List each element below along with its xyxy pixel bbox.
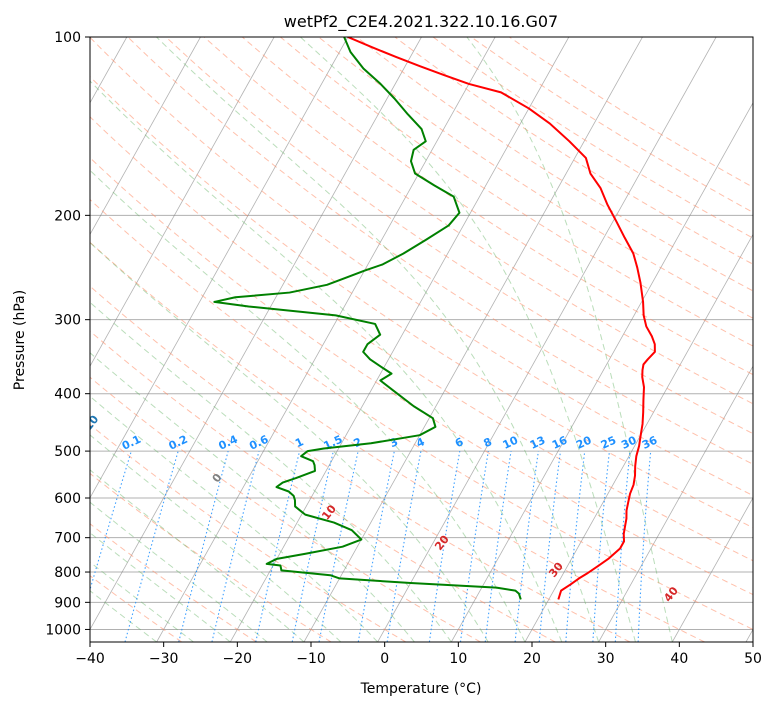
sounding-profiles: [213, 37, 656, 600]
sounding-line: [347, 37, 656, 600]
x-tick-label: −40: [75, 651, 105, 667]
mixing-ratio-line: [428, 451, 461, 642]
isotherm-line: [524, 233, 753, 642]
mixing-ratio-line: [459, 451, 489, 642]
mixing-ratio-label: 36: [640, 433, 660, 451]
dry-adiabat: [90, 285, 631, 642]
dry-adiabat: [127, 37, 753, 465]
moist-adiabat: [90, 241, 489, 642]
moist-adiabat: [90, 469, 305, 642]
x-tick-label: −30: [149, 651, 179, 667]
mixing-ratio-label: 10: [501, 433, 521, 451]
moist-adiabat: [90, 395, 379, 642]
isotherm-line: [90, 37, 422, 631]
mixing-ratio-line: [178, 450, 229, 642]
moist-adiabat: [90, 80, 563, 642]
moist-adiabat: [466, 37, 673, 642]
isotherm-line: [229, 37, 570, 642]
mixing-ratio-line: [514, 451, 539, 642]
skewed-isotherm-lines: [90, 37, 753, 642]
y-tick-label: 400: [54, 387, 81, 403]
mixing-ratio-label: 16: [550, 433, 570, 451]
moist-adiabat: [90, 532, 231, 642]
mixing-ratio-label: 25: [599, 434, 618, 452]
isobar-gridlines: [90, 37, 753, 630]
y-tick-label: 300: [54, 313, 81, 329]
mixing-ratio-line: [90, 450, 132, 592]
mixing-ratio-label: 20: [574, 433, 594, 451]
moist-adiabat: [90, 501, 268, 642]
isotherm-line: [450, 102, 753, 642]
y-tick-label: 500: [54, 444, 81, 460]
dry-adiabat: [90, 575, 183, 642]
y-tick-label: 900: [54, 595, 81, 611]
y-tick-label: 800: [54, 565, 81, 581]
x-tick-label: 20: [523, 651, 541, 667]
y-tick-label: 1000: [45, 622, 81, 638]
mixing-ratio-line: [565, 451, 586, 642]
dry-adiabat: [90, 157, 753, 596]
dry-adiabat: [90, 376, 481, 642]
dry-adiabat: [90, 37, 753, 497]
chart-title: wetPf2_C2E4.2021.322.10.16.G07: [284, 12, 558, 32]
isotherm-line: [156, 37, 496, 642]
plot-frame: [89, 36, 754, 643]
dry-adiabat: [241, 37, 753, 376]
isotherm-line: [377, 37, 717, 642]
mixing-ratio-line: [592, 451, 610, 642]
dry-adiabat: [90, 472, 332, 642]
x-axis-label: Temperature (°C): [360, 681, 482, 697]
dry-adiabat: [280, 37, 753, 347]
dry-adiabat: [90, 116, 753, 562]
moist-adiabat: [90, 352, 415, 642]
x-tick-label: 30: [597, 651, 615, 667]
mixing-ratio-line: [124, 450, 179, 642]
isotherm-line: [90, 37, 275, 367]
x-tick-label: 10: [449, 651, 467, 667]
isotherm-line: [598, 365, 753, 642]
dry-adiabat-label: -10: [79, 413, 102, 437]
x-tick-label: 50: [744, 651, 762, 667]
isotherm-line: [90, 37, 201, 236]
dry-adiabat: [90, 424, 407, 642]
y-tick-label: 100: [54, 30, 81, 46]
mixing-ratio-line: [211, 450, 260, 642]
plot-area: 0.1 0.2 0.4 0.6 1 1.5 2 3 4 6 8 10 13 16 20 25 30 36 -100…: [79, 37, 753, 642]
y-tick-label: 200: [54, 208, 81, 224]
x-axis-ticks: −40 −30 −20 −10 0 10 20 30 40 50: [75, 642, 762, 667]
mixing-ratio-label: 30: [619, 433, 639, 451]
mixing-ratio-line: [538, 451, 562, 642]
dry-adiabat: [90, 330, 556, 642]
moist-adiabat: [90, 434, 342, 642]
x-tick-label: −10: [296, 651, 326, 667]
y-axis-ticks: 100 200 300 400 500 600 700 800 900 1000: [45, 30, 90, 638]
sounding-line: [213, 37, 522, 600]
dry-adiabat: [90, 198, 753, 631]
moist-adiabat: [156, 37, 600, 642]
moist-adiabat: [90, 301, 452, 642]
dry-adiabat-lines: [90, 37, 753, 642]
x-tick-label: −20: [223, 651, 253, 667]
isotherm-line: [671, 496, 753, 642]
y-tick-label: 700: [54, 531, 81, 547]
y-axis-label: Pressure (hPa): [12, 290, 28, 390]
isotherm-line: [303, 37, 643, 642]
dry-adiabat: [90, 523, 257, 642]
mixing-ratio-label: 13: [528, 434, 547, 452]
y-tick-label: 600: [54, 491, 81, 507]
isotherm-line: [90, 37, 349, 499]
x-tick-label: 0: [380, 651, 389, 667]
mixing-ratio-line: [484, 451, 512, 642]
x-tick-label: 40: [670, 651, 688, 667]
dry-adiabat: [90, 241, 705, 642]
moist-adiabat: [300, 37, 636, 642]
